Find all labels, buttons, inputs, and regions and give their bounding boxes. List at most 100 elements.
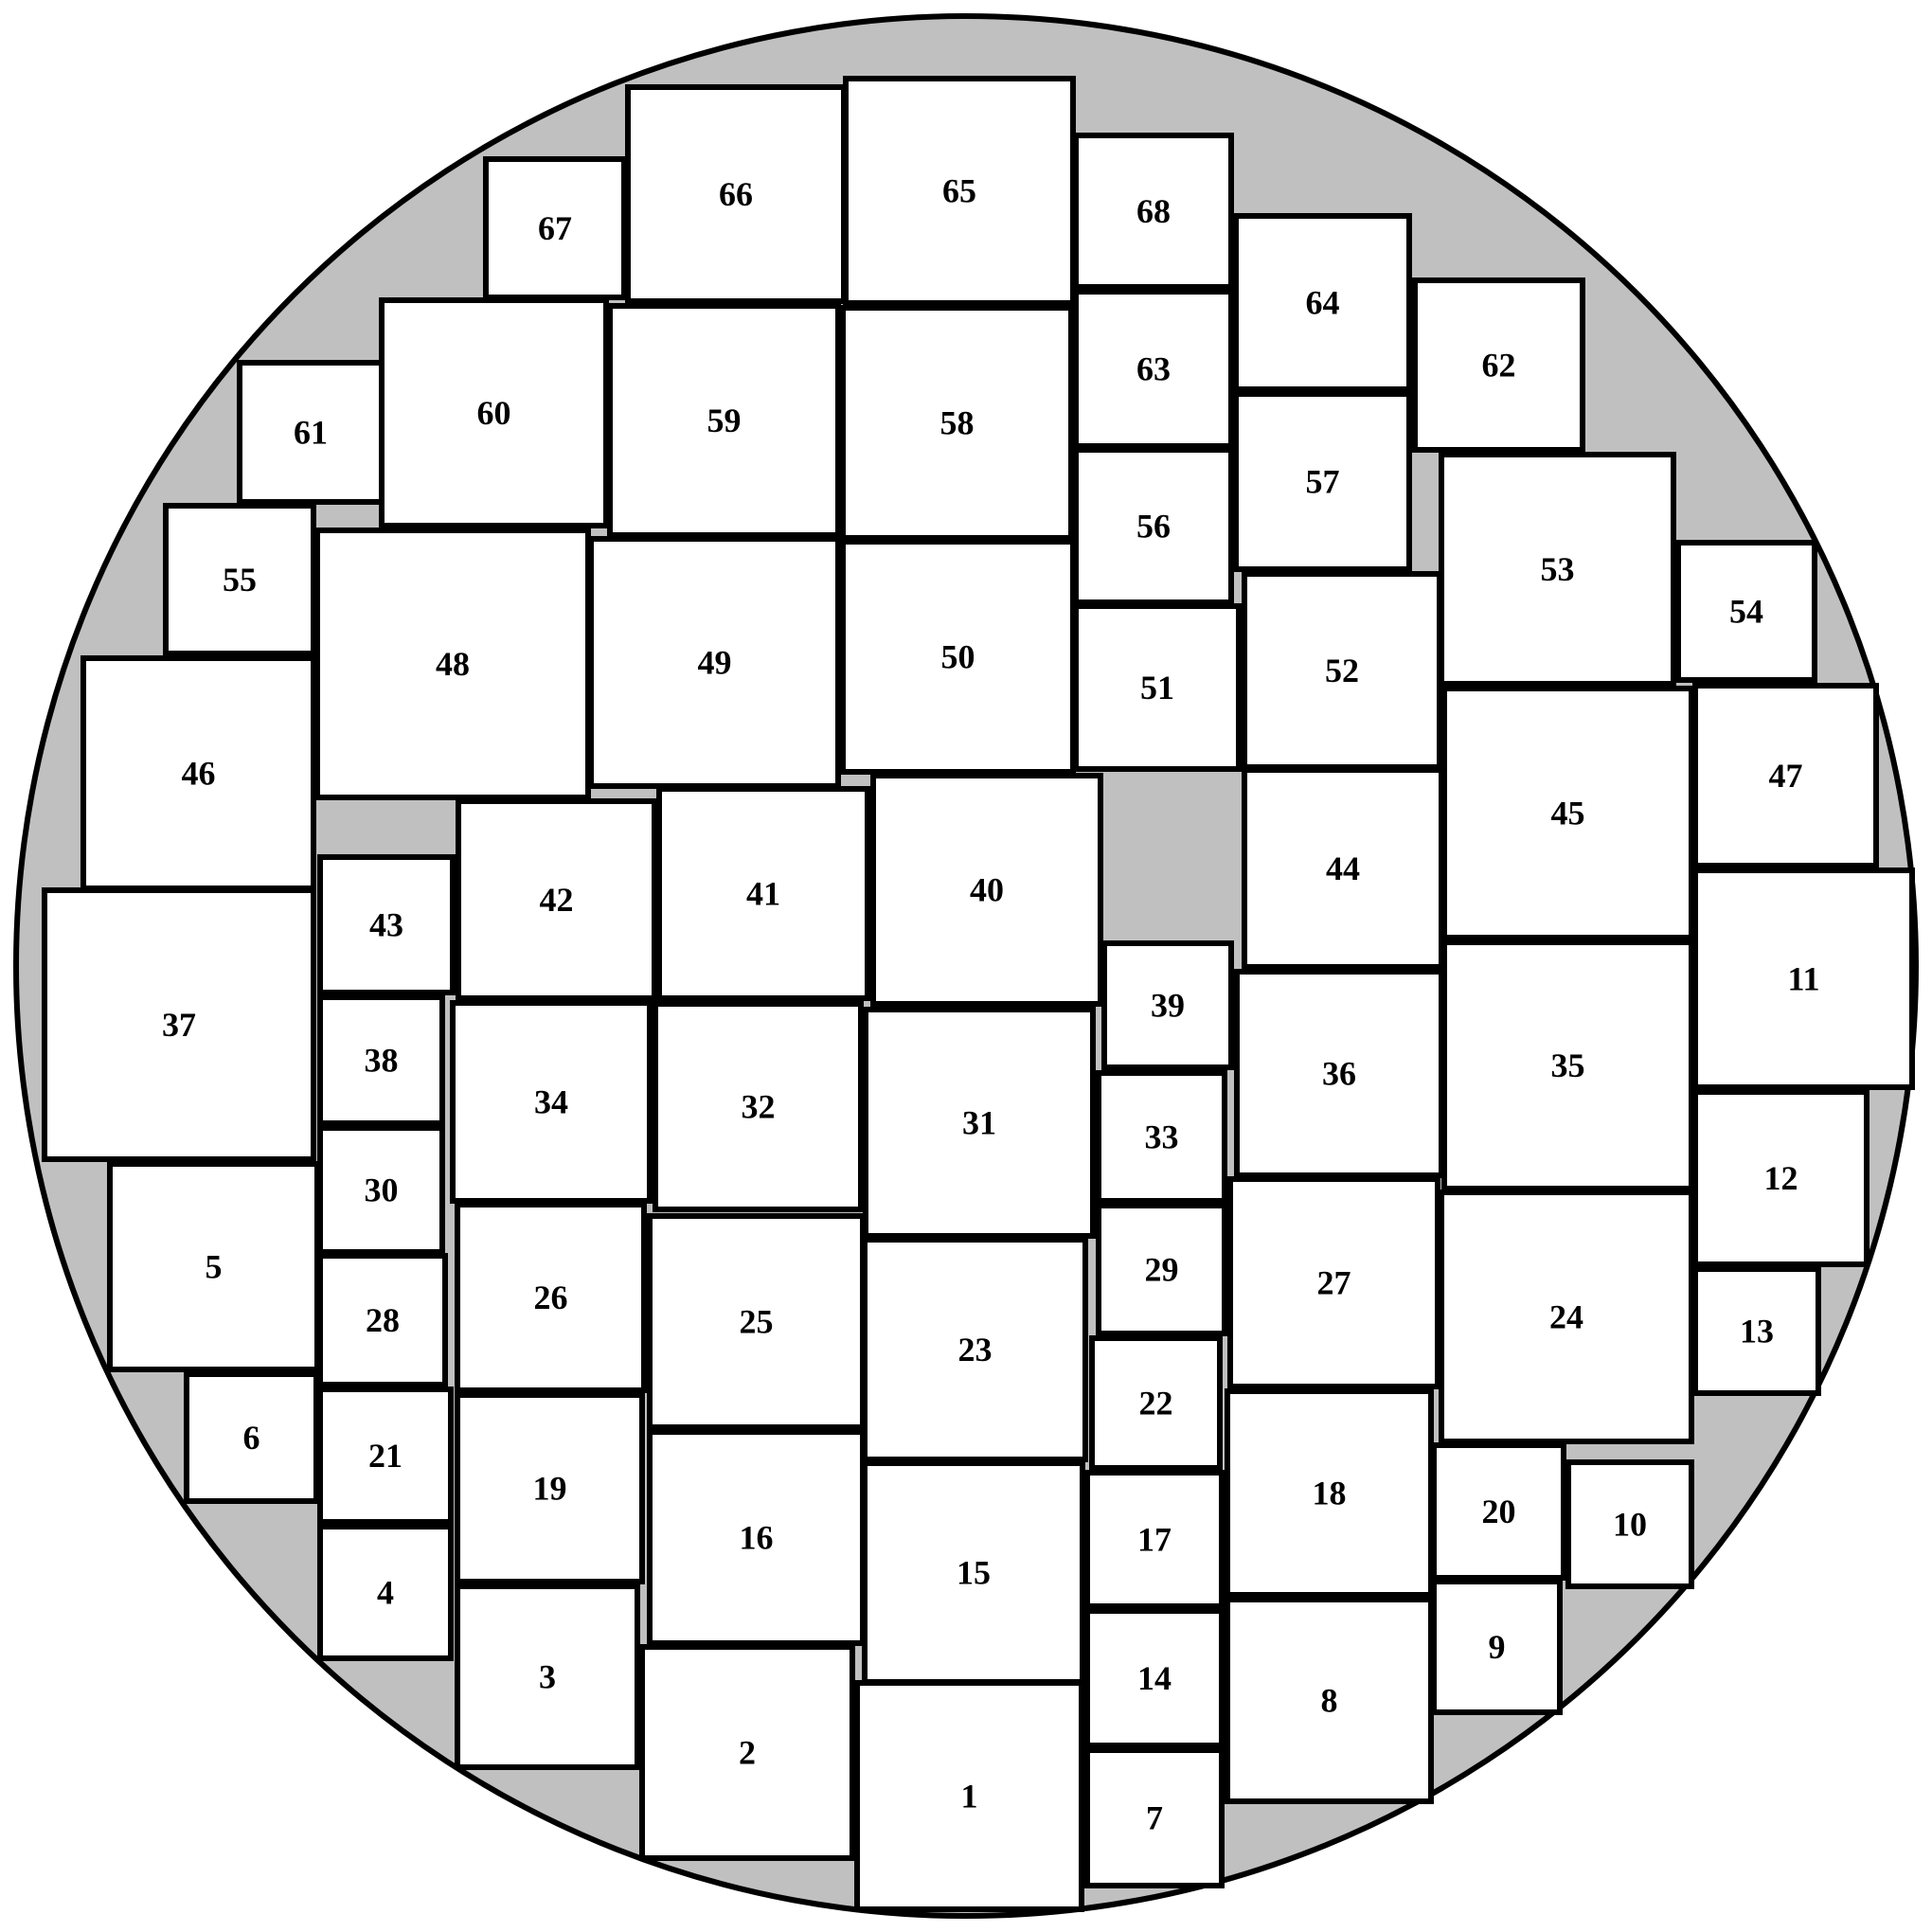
square-44-box — [1242, 767, 1444, 970]
square-60: 60 — [379, 297, 609, 528]
square-8-label: 8 — [1321, 1682, 1338, 1720]
square-18-label: 18 — [1313, 1475, 1347, 1512]
square-4: 4 — [317, 1524, 454, 1661]
square-33-box — [1096, 1070, 1227, 1204]
square-62: 62 — [1412, 277, 1585, 453]
square-35-label: 35 — [1551, 1046, 1585, 1084]
square-10-box — [1565, 1459, 1694, 1589]
square-22-label: 22 — [1139, 1385, 1173, 1422]
square-12: 12 — [1692, 1089, 1869, 1267]
square-6-box — [184, 1371, 319, 1504]
square-50: 50 — [840, 539, 1076, 775]
square-50-box — [840, 539, 1076, 775]
square-48-label: 48 — [436, 645, 470, 683]
square-31-label: 31 — [962, 1104, 996, 1142]
square-29: 29 — [1096, 1203, 1227, 1336]
square-45-label: 45 — [1551, 795, 1585, 832]
square-42: 42 — [456, 798, 657, 1001]
square-68-box — [1073, 133, 1234, 290]
square-45: 45 — [1441, 686, 1694, 940]
square-59-label: 59 — [707, 402, 742, 439]
square-45-box — [1441, 686, 1694, 940]
square-8-box — [1225, 1597, 1434, 1804]
square-67: 67 — [483, 156, 627, 300]
square-57: 57 — [1233, 391, 1412, 572]
square-9: 9 — [1431, 1579, 1563, 1715]
square-33: 33 — [1096, 1070, 1227, 1204]
square-27-label: 27 — [1317, 1264, 1351, 1302]
square-67-label: 67 — [538, 209, 572, 247]
square-12-label: 12 — [1764, 1159, 1798, 1197]
square-16: 16 — [647, 1429, 866, 1646]
square-9-label: 9 — [1489, 1628, 1506, 1666]
square-26-box — [455, 1202, 647, 1393]
square-38: 38 — [317, 994, 445, 1126]
square-47-label: 47 — [1769, 757, 1803, 795]
square-39: 39 — [1101, 940, 1234, 1070]
square-52: 52 — [1242, 571, 1442, 770]
square-4-label: 4 — [377, 1574, 394, 1612]
square-15: 15 — [862, 1460, 1085, 1685]
square-25-box — [647, 1213, 866, 1430]
square-46: 46 — [80, 655, 316, 891]
square-29-label: 29 — [1145, 1251, 1179, 1289]
square-57-label: 57 — [1306, 463, 1340, 501]
square-42-label: 42 — [540, 881, 574, 919]
square-53-box — [1439, 452, 1676, 687]
square-28-label: 28 — [366, 1301, 400, 1339]
square-46-box — [80, 655, 316, 891]
square-3-box — [455, 1583, 640, 1770]
square-34-box — [450, 1000, 653, 1204]
square-47-box — [1692, 683, 1879, 868]
square-62-box — [1412, 277, 1585, 453]
square-41-box — [656, 786, 870, 1001]
square-5: 5 — [107, 1161, 320, 1372]
square-41-label: 41 — [746, 875, 780, 913]
square-14-label: 14 — [1137, 1659, 1172, 1697]
square-3: 3 — [455, 1583, 640, 1770]
square-6: 6 — [184, 1371, 319, 1504]
square-15-label: 15 — [957, 1554, 991, 1592]
square-28-box — [317, 1253, 448, 1387]
square-1-box — [854, 1680, 1084, 1912]
square-17-box — [1084, 1470, 1225, 1609]
square-47: 47 — [1692, 683, 1879, 868]
square-14: 14 — [1084, 1608, 1225, 1748]
square-42-box — [456, 798, 657, 1001]
square-10: 10 — [1565, 1459, 1694, 1589]
square-50-label: 50 — [941, 638, 975, 676]
square-58: 58 — [840, 305, 1074, 541]
square-13: 13 — [1692, 1266, 1821, 1396]
square-9-box — [1431, 1579, 1563, 1715]
square-43-box — [317, 854, 456, 995]
square-64: 64 — [1233, 213, 1412, 392]
square-26: 26 — [455, 1202, 647, 1393]
square-61-label: 61 — [294, 414, 328, 452]
square-44-label: 44 — [1326, 850, 1360, 887]
square-27: 27 — [1227, 1176, 1440, 1389]
square-13-box — [1692, 1266, 1821, 1396]
square-67-box — [483, 156, 627, 300]
square-63: 63 — [1073, 289, 1234, 449]
square-7-box — [1084, 1747, 1225, 1888]
square-63-label: 63 — [1136, 350, 1171, 388]
square-53-label: 53 — [1541, 550, 1575, 588]
square-4-box — [317, 1524, 454, 1661]
square-24-box — [1439, 1190, 1694, 1444]
square-54-box — [1675, 540, 1817, 683]
square-66: 66 — [625, 84, 847, 304]
square-11-box — [1692, 868, 1915, 1090]
square-56-label: 56 — [1136, 508, 1171, 546]
square-37-label: 37 — [162, 1006, 196, 1044]
square-61-box — [237, 360, 385, 505]
square-1: 1 — [854, 1680, 1084, 1912]
square-25-label: 25 — [740, 1303, 774, 1341]
square-8: 8 — [1225, 1597, 1434, 1804]
square-54-label: 54 — [1729, 593, 1763, 631]
square-57-box — [1233, 391, 1412, 572]
square-46-label: 46 — [182, 755, 216, 793]
square-48-box — [314, 528, 591, 800]
square-6-label: 6 — [243, 1419, 260, 1457]
square-24-label: 24 — [1549, 1298, 1583, 1336]
square-49: 49 — [588, 536, 841, 789]
